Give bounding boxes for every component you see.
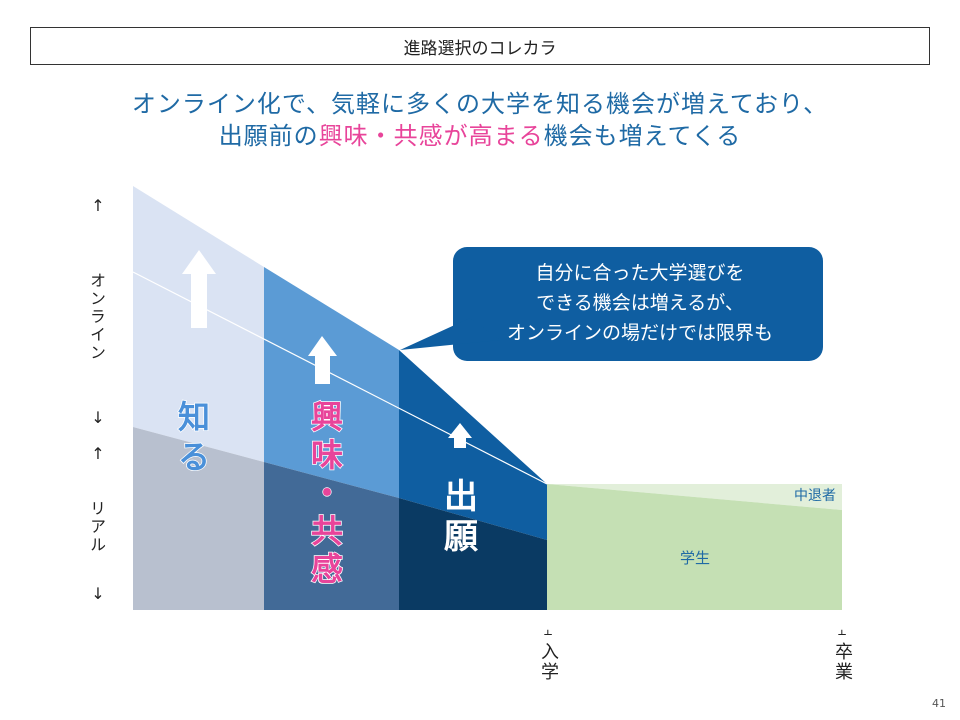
up-arrow-icon: [182, 250, 216, 328]
student-label: 学生: [680, 549, 710, 567]
stage-label-interest: 興味・共感: [311, 398, 343, 588]
callout-line3: オンラインの場だけでは限界も: [506, 322, 773, 344]
graduation-milestone: ⫠ 卒業: [830, 622, 854, 684]
real-up-arrow: ↑: [91, 444, 105, 463]
stage-label-apply: 出願: [444, 477, 478, 557]
real-axis-label: リアル: [87, 500, 106, 554]
stage-label-know: 知る: [178, 398, 210, 476]
student-area: [547, 484, 842, 610]
band-interest-real: [264, 462, 399, 610]
headline-line2-pre: 出願前の: [218, 122, 319, 150]
stage-label-char: 出: [444, 477, 478, 517]
real-down-arrow: ↓: [91, 584, 105, 603]
page-title: 進路選択のコレカラ: [30, 27, 930, 65]
entry-label: 入学: [538, 642, 559, 682]
stage-label-char: 共: [311, 512, 343, 550]
headline-line2-post: 機会も増えてくる: [543, 122, 742, 150]
callout-text: 自分に合った大学選びを できる機会は増えるが、 オンラインの場だけでは限界も: [456, 258, 824, 348]
page-number: 41: [932, 697, 946, 710]
online-up-arrow: ↑: [91, 196, 105, 215]
stage-label-char: 感: [311, 550, 343, 588]
page-title-text: 進路選択のコレカラ: [403, 38, 557, 59]
up-arrow-icon: [308, 336, 337, 384]
online-down-arrow: ↓: [91, 408, 105, 427]
headline-line2: 出願前の興味・共感が高まる機会も増えてくる: [0, 120, 960, 152]
callout-line1: 自分に合った大学選びを: [535, 262, 745, 284]
callout-bubble: [400, 247, 823, 361]
stage-label-char: 願: [444, 517, 478, 557]
band-apply-real: [399, 498, 547, 610]
headline: オンライン化で、気軽に多くの大学を知る機会が増えており、 出願前の興味・共感が高…: [0, 88, 960, 152]
headline-line1: オンライン化で、気軽に多くの大学を知る機会が増えており、: [131, 90, 829, 118]
band-know-real: [133, 427, 264, 610]
up-arrow-icon: [448, 423, 472, 448]
entry-milestone: ⫠ 入学: [536, 622, 560, 684]
stage-label-char: 味: [311, 436, 343, 474]
pin-icon: ⫠: [543, 623, 553, 639]
headline-line2-highlight: 興味・共感が高まる: [318, 122, 544, 150]
band-apply-online: [399, 350, 547, 540]
band-interest-online: [264, 267, 399, 498]
stage-label-char: 興: [311, 398, 343, 436]
graduation-label: 卒業: [832, 642, 853, 682]
callout-line2: できる機会は増えるが、: [536, 292, 744, 314]
dropout-label: 中退者: [794, 488, 836, 504]
stage-label-char: 知: [178, 398, 210, 436]
online-axis-label: オンライン: [87, 272, 106, 362]
stage-label-char: る: [178, 438, 210, 476]
pin-icon: ⫠: [837, 623, 847, 639]
stage-label-char: ・: [311, 474, 343, 512]
